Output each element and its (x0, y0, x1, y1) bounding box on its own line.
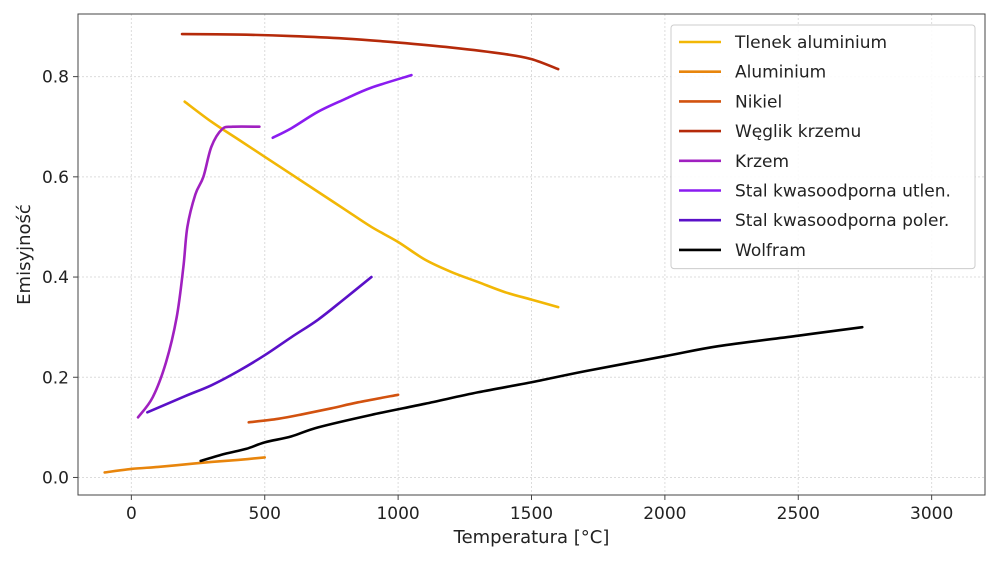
series-lines (103, 32, 864, 474)
legend-item: Wolfram (679, 241, 806, 261)
x-axis-ticks: 0 500 1000 1500 2000 2500 3000 (126, 495, 953, 524)
legend-label: Krzem (735, 152, 789, 172)
y-tick-label: 0.0 (42, 468, 69, 488)
legend-label: Tlenek aluminium (734, 33, 887, 53)
y-tick-label: 0.6 (42, 168, 69, 188)
series-line-nikiel (247, 393, 400, 424)
legend-item: Tlenek aluminium (679, 33, 887, 53)
legend-item: Węglik krzemu (679, 122, 861, 142)
x-tick-label: 2500 (777, 504, 820, 524)
legend-label: Stal kwasoodporna utlen. (735, 182, 951, 202)
legend-item: Stal kwasoodporna utlen. (679, 182, 951, 202)
x-tick-label: 1500 (510, 504, 553, 524)
y-axis-label: Emisyjność (14, 204, 35, 305)
legend-label: Stal kwasoodporna poler. (735, 211, 949, 231)
series-line-aluminium (103, 456, 267, 474)
y-axis-ticks: 0.0 0.2 0.4 0.6 0.8 (42, 68, 78, 488)
y-tick-label: 0.4 (42, 268, 69, 288)
legend-label: Węglik krzemu (735, 122, 861, 142)
x-axis-label: Temperatura [°C] (453, 527, 610, 548)
y-tick-label: 0.8 (42, 68, 69, 88)
x-tick-label: 500 (249, 504, 281, 524)
x-tick-label: 3000 (910, 504, 953, 524)
y-tick-label: 0.2 (42, 368, 69, 388)
legend-box (670, 24, 976, 270)
legend-item: Nikiel (679, 92, 782, 112)
x-tick-label: 1000 (376, 504, 419, 524)
series-line-krzem (136, 125, 261, 419)
legend-item: Krzem (679, 152, 789, 172)
series-line-tlenek-aluminium (183, 100, 560, 309)
legend-item: Aluminium (679, 63, 826, 83)
x-tick-label: 0 (126, 504, 137, 524)
legend: Tlenek aluminium Aluminium Nikiel Węglik kr… (670, 24, 976, 270)
series-line-wolfram (199, 325, 864, 463)
legend-label: Wolfram (735, 241, 806, 261)
legend-label: Nikiel (735, 92, 782, 112)
legend-item: Stal kwasoodporna poler. (679, 211, 949, 231)
series-line-stal-kwasoodporna-utlen- (271, 73, 413, 140)
series-line-stal-kwasoodporna-poler- (146, 275, 373, 414)
series-line-węglik-krzemu (180, 32, 560, 71)
legend-label: Aluminium (735, 63, 826, 83)
x-tick-label: 2000 (643, 504, 686, 524)
